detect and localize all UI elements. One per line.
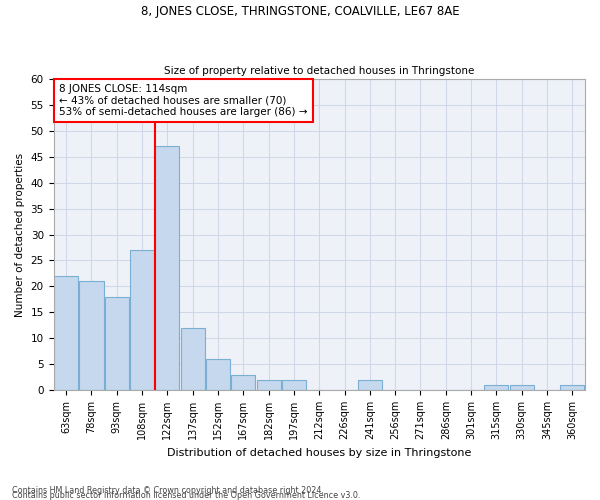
Text: 8 JONES CLOSE: 114sqm
← 43% of detached houses are smaller (70)
53% of semi-deta: 8 JONES CLOSE: 114sqm ← 43% of detached … [59,84,307,117]
Bar [181,328,205,390]
X-axis label: Distribution of detached houses by size in Thringstone: Distribution of detached houses by size … [167,448,472,458]
Bar [282,380,306,390]
Bar [510,385,534,390]
Bar [105,297,129,390]
Bar [358,380,382,390]
Bar [257,380,281,390]
Text: Contains HM Land Registry data © Crown copyright and database right 2024.: Contains HM Land Registry data © Crown c… [12,486,324,495]
Y-axis label: Number of detached properties: Number of detached properties [15,152,25,316]
Bar [232,374,256,390]
Bar [54,276,78,390]
Bar [130,250,154,390]
Text: 8, JONES CLOSE, THRINGSTONE, COALVILLE, LE67 8AE: 8, JONES CLOSE, THRINGSTONE, COALVILLE, … [140,5,460,18]
Text: Contains public sector information licensed under the Open Government Licence v3: Contains public sector information licen… [12,490,361,500]
Bar [484,385,508,390]
Bar [206,359,230,390]
Bar [79,281,104,390]
Bar [155,146,179,390]
Title: Size of property relative to detached houses in Thringstone: Size of property relative to detached ho… [164,66,475,76]
Bar [560,385,584,390]
